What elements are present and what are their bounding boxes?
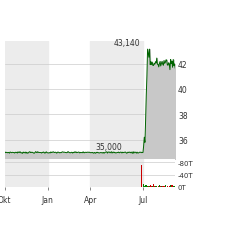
Bar [171,185,172,187]
Bar [161,186,162,187]
Bar [153,184,154,187]
Bar [163,186,164,187]
Bar [162,186,163,187]
Bar [90,159,143,187]
Bar [154,186,155,187]
Bar [141,165,142,187]
Bar [165,185,166,187]
Bar [5,42,48,159]
Bar [5,159,48,187]
Bar [143,184,144,187]
Bar [144,186,145,187]
Bar [172,185,173,187]
Bar [169,186,170,187]
Bar [90,42,143,159]
Bar [159,186,160,187]
Bar [149,186,150,187]
Text: 43,140: 43,140 [113,39,140,48]
Bar [146,185,147,187]
Bar [150,184,151,187]
Bar [158,186,159,187]
Bar [151,186,152,187]
Bar [174,186,175,187]
Text: 35,000: 35,000 [95,143,122,152]
Bar [167,186,168,187]
Bar [155,186,156,187]
Bar [173,186,174,187]
Bar [148,186,149,187]
Bar [145,185,146,187]
Bar [170,185,171,187]
Bar [160,186,161,187]
